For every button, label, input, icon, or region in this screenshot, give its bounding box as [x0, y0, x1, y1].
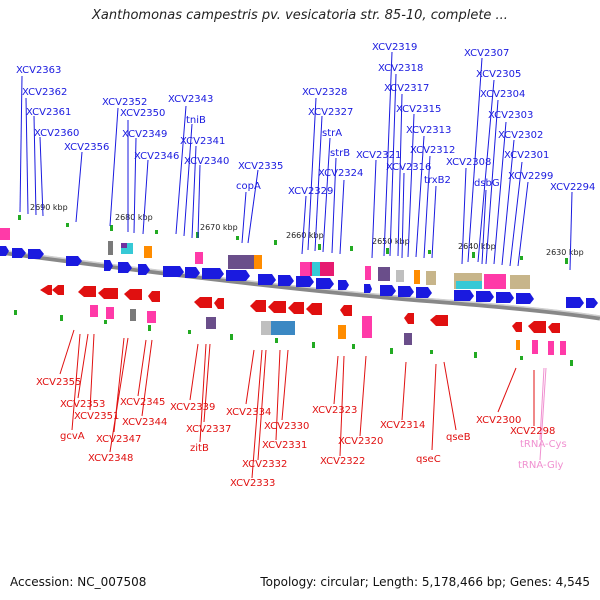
gene-label[interactable]: XCV2331: [262, 440, 307, 451]
gene-label[interactable]: XCV2332: [242, 459, 287, 470]
gene-label[interactable]: XCV2353: [60, 399, 105, 410]
gene-label[interactable]: copA: [236, 181, 261, 192]
gene-label[interactable]: XCV2304: [480, 89, 525, 100]
gene-label[interactable]: XCV2313: [406, 125, 451, 136]
gene-label[interactable]: XCV2317: [384, 83, 429, 94]
gene-label[interactable]: XCV2347: [96, 434, 141, 445]
gene-label[interactable]: XCV2362: [22, 87, 67, 98]
rna-labels: tRNA-Cys tRNA-Gly: [518, 439, 567, 471]
gene-label[interactable]: XCV2356: [64, 142, 109, 153]
top-tick-row: [18, 215, 568, 264]
gene-label[interactable]: XCV2307: [464, 48, 509, 59]
gene-label[interactable]: XCV2303: [488, 110, 533, 121]
gene-label[interactable]: XCV2363: [16, 65, 61, 76]
gene-label[interactable]: qseC: [416, 454, 441, 465]
gene-label[interactable]: XCV2360: [34, 128, 79, 139]
bottom-feature-boxes: [90, 305, 566, 355]
scale-label: 2690 kbp: [30, 203, 68, 212]
gene-label[interactable]: XCV2302: [498, 130, 543, 141]
scale-label: 2660 kbp: [286, 231, 324, 240]
top-feature-boxes: [0, 228, 530, 289]
gene-label[interactable]: XCV2351: [74, 411, 119, 422]
scale-label: 2630 kbp: [546, 248, 584, 257]
gene-label[interactable]: XCV2335: [238, 161, 283, 172]
gene-label[interactable]: XCV2300: [476, 415, 521, 426]
gene-label[interactable]: XCV2361: [26, 107, 71, 118]
top-gene-labels: XCV2363 XCV2362 XCV2361 XCV2360 XCV2356 …: [16, 42, 595, 197]
gene-label[interactable]: strA: [322, 128, 342, 139]
gene-label[interactable]: XCV2346: [134, 151, 179, 162]
gene-label[interactable]: XCV2349: [122, 129, 167, 140]
map-title: Xanthomonas campestris pv. vesicatoria s…: [92, 8, 508, 23]
rna-leader-lines: [539, 367, 547, 461]
gene-label[interactable]: XCV2299: [508, 171, 553, 182]
gene-label[interactable]: XCV2333: [230, 478, 275, 489]
gene-label[interactable]: XCV2308: [446, 157, 491, 168]
gene-label[interactable]: XCV2344: [122, 417, 167, 428]
gene-label[interactable]: XCV2330: [264, 421, 309, 432]
rna-label[interactable]: tRNA-Gly: [518, 460, 563, 471]
gene-label[interactable]: trxB2: [424, 175, 451, 186]
gene-label[interactable]: XCV2341: [180, 136, 225, 147]
gene-label[interactable]: strB: [330, 148, 350, 159]
gene-label[interactable]: XCV2316: [386, 162, 431, 173]
gene-label[interactable]: XCV2301: [504, 150, 549, 161]
rna-label[interactable]: tRNA-Cys: [520, 439, 567, 450]
gene-label[interactable]: XCV2319: [372, 42, 417, 53]
gene-label[interactable]: XCV2352: [102, 97, 147, 108]
gene-label[interactable]: XCV2355: [36, 377, 81, 388]
gene-label[interactable]: XCV2305: [476, 69, 521, 80]
scale-label: 2640 kbp: [458, 242, 496, 251]
gene-label[interactable]: XCV2334: [226, 407, 271, 418]
gene-label[interactable]: XCV2345: [120, 397, 165, 408]
gene-label[interactable]: zitB: [190, 443, 209, 454]
gene-label[interactable]: XCV2315: [396, 104, 441, 115]
gene-label[interactable]: XCV2328: [302, 87, 347, 98]
gene-label[interactable]: XCV2323: [312, 405, 357, 416]
gene-label[interactable]: XCV2318: [378, 63, 423, 74]
gene-label[interactable]: XCV2298: [510, 426, 555, 437]
bottom-leader-lines: [59, 329, 535, 479]
bottom-gene-labels: XCV2355 XCV2353 XCV2351 gcvA XCV2347 XCV…: [36, 377, 555, 489]
gene-label[interactable]: dsbG: [474, 178, 500, 189]
gene-label[interactable]: XCV2348: [88, 453, 133, 464]
genome-info-text: Topology: circular; Length: 5,178,466 bp…: [260, 575, 590, 589]
forward-genes: [0, 246, 598, 308]
top-leader-lines: [19, 51, 573, 271]
gene-label[interactable]: tniB: [186, 115, 206, 126]
accession-text: Accession: NC_007508: [10, 575, 147, 589]
gene-label[interactable]: XCV2312: [410, 145, 455, 156]
gene-label[interactable]: gcvA: [60, 431, 85, 442]
reverse-genes: [40, 285, 560, 333]
gene-label[interactable]: XCV2320: [338, 436, 383, 447]
gene-label[interactable]: XCV2350: [120, 108, 165, 119]
gene-label[interactable]: qseB: [446, 432, 471, 443]
scale-label: 2670 kbp: [200, 223, 238, 232]
gene-label[interactable]: XCV2322: [320, 456, 365, 467]
bottom-tick-row: [14, 310, 573, 366]
gene-label[interactable]: XCV2343: [168, 94, 213, 105]
gene-label[interactable]: XCV2339: [170, 402, 215, 413]
gene-label[interactable]: XCV2329: [288, 186, 333, 197]
gene-label[interactable]: XCV2314: [380, 420, 425, 431]
gene-label[interactable]: XCV2340: [184, 156, 229, 167]
gene-label[interactable]: XCV2294: [550, 182, 595, 193]
gene-label[interactable]: XCV2327: [308, 107, 353, 118]
gene-label[interactable]: XCV2321: [356, 150, 401, 161]
gene-label[interactable]: XCV2324: [318, 168, 363, 179]
genome-backbone: [0, 249, 600, 321]
gene-label[interactable]: XCV2337: [186, 424, 231, 435]
